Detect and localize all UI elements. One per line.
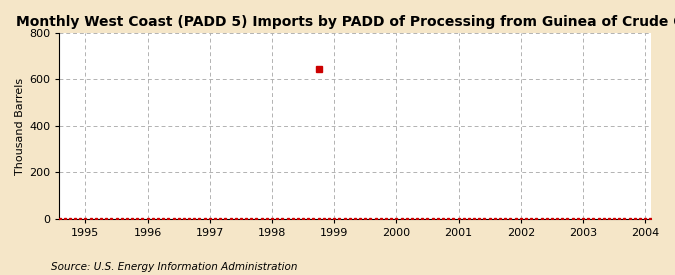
Text: Source: U.S. Energy Information Administration: Source: U.S. Energy Information Administ… <box>51 262 297 272</box>
Title: Monthly West Coast (PADD 5) Imports by PADD of Processing from Guinea of Crude O: Monthly West Coast (PADD 5) Imports by P… <box>16 15 675 29</box>
Y-axis label: Thousand Barrels: Thousand Barrels <box>15 77 25 175</box>
